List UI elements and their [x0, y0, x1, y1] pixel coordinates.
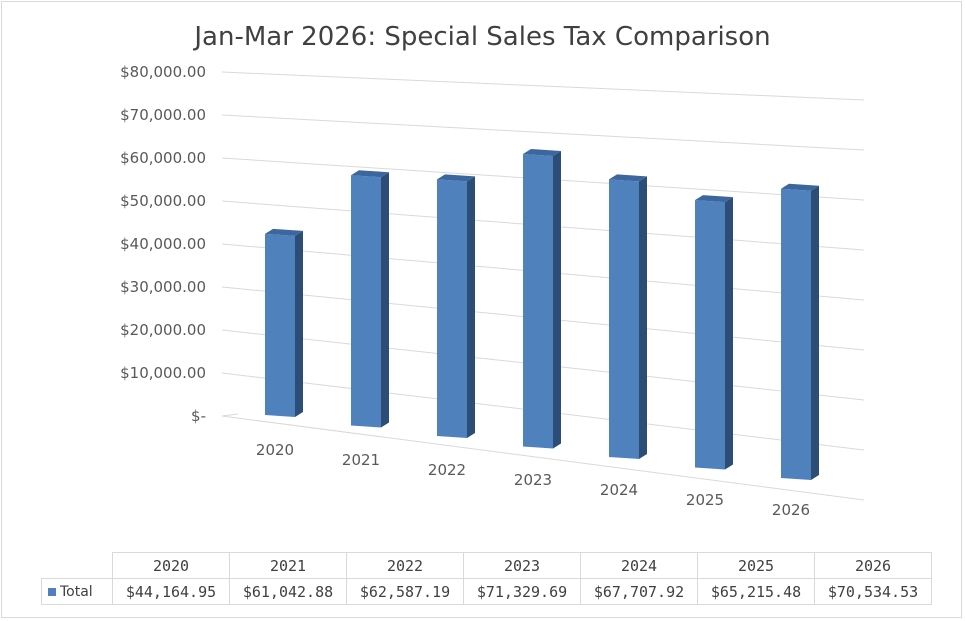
gridline — [221, 71, 865, 101]
x-tick-label: 2021 — [342, 451, 380, 469]
gridline — [221, 415, 865, 501]
bar-front — [695, 200, 725, 470]
x-axis-labels: 2020 2021 2022 2023 2024 2025 2026 — [256, 441, 810, 519]
data-table-header-row: 2020 2021 2022 2023 2024 2025 2026 — [41, 552, 932, 579]
x-tick-label: 2023 — [514, 471, 552, 489]
series-name: Total — [60, 583, 93, 600]
data-table-row: Total $44,164.95 $61,042.88 $62,587.19 $… — [41, 578, 932, 605]
data-table-header: 2025 — [697, 552, 815, 579]
bar-side — [467, 176, 475, 438]
bar-front — [437, 179, 467, 438]
legend-key-icon — [48, 587, 56, 596]
y-tick-label: $40,000.00 — [120, 235, 206, 253]
data-table-cell: $71,329.69 — [463, 578, 581, 605]
bar-front — [351, 175, 381, 428]
data-table-cell: $70,534.53 — [814, 578, 932, 605]
y-axis-labels: $- $10,000.00 $20,000.00 $30,000.00 $40,000.… — [120, 63, 206, 425]
bar-top — [437, 174, 475, 182]
data-table-cell: $67,707.92 — [580, 578, 698, 605]
data-table-cell: $61,042.88 — [229, 578, 347, 605]
bar-top — [781, 183, 819, 191]
bar-side — [381, 172, 389, 428]
chart-title: Jan-Mar 2026: Special Sales Tax Comparis… — [194, 22, 771, 52]
bar-side — [811, 185, 819, 481]
data-table-header: 2023 — [463, 552, 581, 579]
bar-front — [609, 179, 639, 459]
bar-side — [295, 230, 303, 417]
bar-top — [609, 174, 647, 182]
bar-top — [523, 149, 561, 157]
bar-side — [639, 176, 647, 459]
x-tick-label: 2024 — [600, 481, 638, 499]
y-tick-label: $50,000.00 — [120, 192, 206, 210]
x-tick-label: 2026 — [772, 501, 810, 519]
data-table-header: 2026 — [814, 552, 932, 579]
bars — [265, 149, 819, 481]
data-table-header: 2021 — [229, 552, 347, 579]
data-table-cell: $62,587.19 — [346, 578, 464, 605]
data-table-header: 2022 — [346, 552, 464, 579]
y-tick-label: $70,000.00 — [120, 106, 206, 124]
bar-front — [781, 188, 811, 481]
x-tick-label: 2025 — [686, 491, 724, 509]
data-table: 2020 2021 2022 2023 2024 2025 2026 Total… — [41, 552, 932, 605]
floor-edge — [221, 413, 239, 417]
y-tick-label: $- — [191, 407, 206, 425]
y-tick-label: $30,000.00 — [120, 278, 206, 296]
y-tick-label: $80,000.00 — [120, 63, 206, 81]
data-table-cell: $44,164.95 — [112, 578, 230, 605]
y-tick-label: $60,000.00 — [120, 149, 206, 167]
bar-front — [523, 154, 553, 449]
bar-top — [695, 195, 733, 203]
bar-top — [351, 170, 389, 178]
bar-side — [725, 197, 733, 470]
data-table-header: 2020 — [112, 552, 230, 579]
gridline — [221, 114, 865, 151]
x-tick-label: 2022 — [428, 461, 466, 479]
bar-side — [553, 151, 561, 449]
data-table-header: 2024 — [580, 552, 698, 579]
x-tick-label: 2020 — [256, 441, 294, 459]
bar-front — [265, 233, 295, 417]
bar-top — [265, 228, 303, 236]
data-table-series-label: Total — [41, 578, 113, 605]
y-tick-label: $10,000.00 — [120, 364, 206, 382]
data-table-corner — [41, 552, 113, 579]
y-tick-label: $20,000.00 — [120, 321, 206, 339]
data-table-cell: $65,215.48 — [697, 578, 815, 605]
